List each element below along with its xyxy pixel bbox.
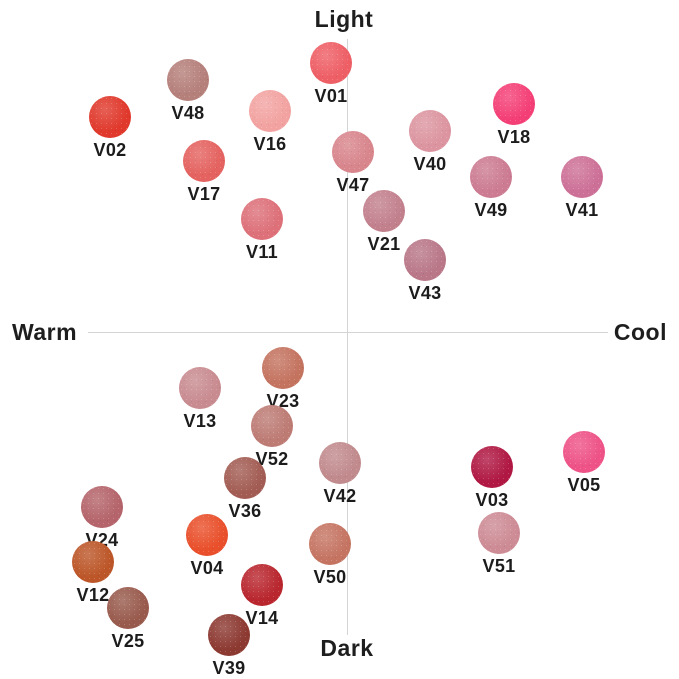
shade-swatch-v17 <box>183 140 225 182</box>
shade-swatch-v47 <box>332 131 374 173</box>
shade-label-v02: V02 <box>93 140 127 160</box>
shade-swatch-v25 <box>107 587 149 629</box>
shade-swatch-v42 <box>319 442 361 484</box>
shade-label-v47: V47 <box>336 175 370 195</box>
shade-label-v42: V42 <box>323 486 357 506</box>
shade-label-v21: V21 <box>367 234 401 254</box>
shade-swatch-v16 <box>249 90 291 132</box>
shade-label-v52: V52 <box>255 449 289 469</box>
shade-swatch-v02 <box>89 96 131 138</box>
axis-label-light: Light <box>314 6 374 32</box>
shade-swatch-v24 <box>81 486 123 528</box>
shade-label-v40: V40 <box>413 154 447 174</box>
shade-label-v17: V17 <box>187 184 221 204</box>
shade-swatch-v50 <box>309 523 351 565</box>
shade-label-v01: V01 <box>314 86 348 106</box>
shade-label-v11: V11 <box>246 242 278 262</box>
shade-label-v14: V14 <box>245 608 279 628</box>
shade-swatch-v12 <box>72 541 114 583</box>
shade-label-v25: V25 <box>111 631 145 651</box>
shade-label-v41: V41 <box>565 200 599 220</box>
shade-label-v12: V12 <box>76 585 110 605</box>
shade-swatch-v49 <box>470 156 512 198</box>
shade-swatch-v36 <box>224 457 266 499</box>
shade-label-v50: V50 <box>313 567 347 587</box>
axis-label-dark: Dark <box>320 635 374 661</box>
horizontal-axis-line <box>88 332 608 333</box>
shade-swatch-v13 <box>179 367 221 409</box>
shade-swatch-v05 <box>563 431 605 473</box>
shade-swatch-v51 <box>478 512 520 554</box>
shade-label-v13: V13 <box>183 411 217 431</box>
shade-swatch-v21 <box>363 190 405 232</box>
shade-swatch-v18 <box>493 83 535 125</box>
axis-label-warm: Warm <box>12 319 78 345</box>
shade-label-v05: V05 <box>567 475 601 495</box>
shade-swatch-v40 <box>409 110 451 152</box>
shade-swatch-v14 <box>241 564 283 606</box>
shade-swatch-v41 <box>561 156 603 198</box>
shade-label-v51: V51 <box>482 556 516 576</box>
shade-swatch-v04 <box>186 514 228 556</box>
shade-label-v43: V43 <box>408 283 442 303</box>
shade-label-v49: V49 <box>474 200 508 220</box>
shade-label-v36: V36 <box>228 501 262 521</box>
shade-label-v39: V39 <box>212 658 246 678</box>
shade-label-v03: V03 <box>475 490 509 510</box>
shade-swatch-v39 <box>208 614 250 656</box>
shade-label-v18: V18 <box>497 127 531 147</box>
shade-swatch-v48 <box>167 59 209 101</box>
shade-swatch-v23 <box>262 347 304 389</box>
shade-swatch-v11 <box>241 198 283 240</box>
shade-label-v48: V48 <box>171 103 205 123</box>
shade-swatch-v03 <box>471 446 513 488</box>
shade-swatch-v01 <box>310 42 352 84</box>
shade-swatch-v43 <box>404 239 446 281</box>
shade-swatch-v52 <box>251 405 293 447</box>
axis-label-cool: Cool <box>613 319 667 345</box>
vertical-axis-line <box>347 39 348 635</box>
shade-label-v16: V16 <box>253 134 287 154</box>
shade-label-v04: V04 <box>190 558 224 578</box>
